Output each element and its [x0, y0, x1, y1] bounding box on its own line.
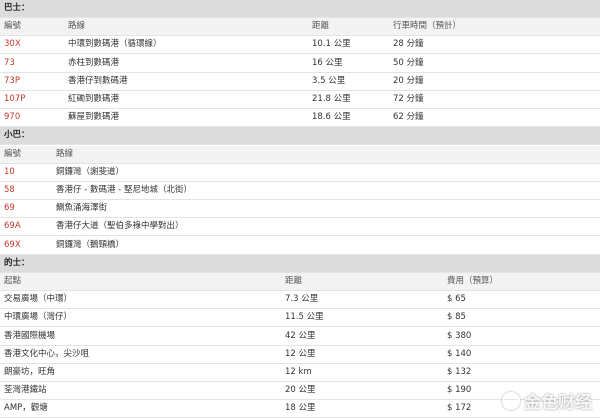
route-number: 69A	[4, 221, 21, 232]
table-row: 73P 香港仔到數碼港 3.5 公里 20 分鐘	[0, 73, 600, 91]
table-cell: 紅磡到數碼港	[68, 94, 120, 104]
table-row: 10 銅鑼灣（謝斐道）	[0, 164, 600, 182]
table-cell: 銅鑼灣（謝斐道）	[56, 166, 125, 177]
table-cell: 香港仔大道（聖伯多祿中學對出）	[56, 221, 184, 232]
table-cell: 21.8 公里	[312, 94, 351, 104]
table-row: 58 香港仔 - 數碼港 - 堅尼地城（北街）	[0, 182, 600, 200]
table-cell: 荃灣港鐵站	[4, 385, 47, 396]
table-cell: 12 公里	[285, 348, 316, 359]
column-header-row: 編號 路線 距離 行車時間（預計）	[0, 18, 600, 37]
table-cell: $ 172	[447, 403, 472, 414]
section-title: 的士：	[4, 257, 30, 268]
column-header: 起點	[4, 276, 22, 286]
table-cell: 3.5 公里	[312, 75, 346, 86]
section-title: 巴士：	[4, 3, 30, 13]
table-cell: 赤柱到數碼港	[68, 57, 120, 68]
table-cell: 交易廣場（中環）	[4, 294, 73, 305]
section-header: 小巴：	[0, 127, 600, 146]
route-number: 69X	[4, 239, 21, 250]
column-header: 路線	[68, 21, 86, 32]
table-row: 中環廣場（灣仔） 11.5 公里 $ 85	[0, 309, 600, 328]
route-number: 30X	[4, 39, 21, 50]
column-header: 費用（預算）	[447, 276, 499, 286]
section-title: 小巴：	[4, 130, 30, 141]
table-cell: $ 65	[447, 294, 466, 305]
table-row: 30X 中環到數碼港（循環線） 10.1 公里 28 分鐘	[0, 36, 600, 55]
section-header: 的士：	[0, 254, 600, 273]
table-cell: 20 分鐘	[393, 75, 424, 86]
column-header: 距離	[312, 21, 330, 32]
table-row: 69 鰂魚涌海澤街	[0, 200, 600, 219]
table-row: 69X 銅鑼灣（鵝頸橋）	[0, 237, 600, 255]
table-row: 107P 紅磡到數碼港 21.8 公里 72 分鐘	[0, 91, 600, 109]
table-cell: 28 分鐘	[393, 39, 424, 50]
table-cell: 香港仔 - 數碼港 - 堅尼地城（北街）	[56, 185, 192, 195]
table-row: 73 赤柱到數碼港 16 公里 50 分鐘	[0, 55, 600, 73]
column-header: 路線	[56, 148, 74, 159]
table-cell: 10.1 公里	[312, 39, 351, 50]
table-row: 朗豪坊，旺角 12 km $ 132	[0, 364, 600, 382]
table-cell: 7.3 公里	[285, 294, 319, 305]
section-header: 巴士：	[0, 0, 600, 18]
table-cell: 11.5 公里	[285, 312, 324, 323]
watermark: 金色财经	[502, 388, 592, 413]
route-number: 58	[4, 185, 15, 195]
route-number: 73P	[4, 75, 20, 86]
table-cell: 中環到數碼港（循環線）	[68, 39, 162, 50]
table-cell: 香港國際機場	[4, 330, 56, 341]
column-header-row: 編號 路線	[0, 145, 600, 164]
table-cell: $ 190	[447, 385, 472, 396]
route-number: 10	[4, 166, 15, 177]
table-cell: 鰂魚涌海澤街	[56, 203, 108, 214]
table-cell: 18.6 公里	[312, 112, 351, 123]
column-header: 編號	[4, 21, 22, 32]
table-cell: $ 380	[447, 330, 472, 341]
table-cell: 42 公里	[285, 330, 316, 341]
table-row: 香港國際機場 42 公里 $ 380	[0, 328, 600, 346]
route-number: 970	[4, 112, 21, 123]
table-row: 香港文化中心，尖沙咀 12 公里 $ 140	[0, 346, 600, 364]
column-header: 距離	[285, 276, 303, 286]
table-cell: $ 140	[447, 348, 472, 359]
table-cell: 62 分鐘	[393, 112, 424, 123]
table-cell: 50 分鐘	[393, 57, 424, 68]
table-cell: $ 85	[447, 312, 466, 323]
table-cell: 朗豪坊，旺角	[4, 367, 56, 377]
watermark-logo	[502, 391, 520, 410]
route-number: 73	[4, 57, 15, 68]
table-row: 970 蘇屋到數碼港 18.6 公里 62 分鐘	[0, 109, 600, 128]
column-header: 編號	[4, 148, 22, 159]
watermark-text: 金色财经	[524, 393, 592, 413]
table-cell: 72 分鐘	[393, 94, 424, 104]
table-cell: 中環廣場（灣仔）	[4, 312, 73, 323]
table-cell: 銅鑼灣（鵝頸橋）	[56, 239, 125, 250]
table-cell: 香港仔到數碼港	[68, 75, 128, 86]
route-number: 107P	[4, 94, 26, 104]
table-cell: 20 公里	[285, 385, 316, 396]
table-row: 69A 香港仔大道（聖伯多祿中學對出）	[0, 218, 600, 237]
route-number: 69	[4, 203, 15, 214]
table-cell: 12 km	[285, 367, 312, 377]
column-header: 行車時間（預計）	[393, 21, 462, 32]
table-row: 交易廣場（中環） 7.3 公里 $ 65	[0, 291, 600, 310]
table-cell: AMP，觀塘	[4, 403, 48, 414]
table-cell: $ 132	[447, 367, 472, 377]
table-row: 荃灣港鐵站 20 公里 $ 190	[0, 382, 600, 401]
table-cell: 16 公里	[312, 57, 343, 68]
table-cell: 18 公里	[285, 403, 316, 414]
column-header-row: 起點 距離 費用（預算）	[0, 273, 600, 291]
table-cell: 香港文化中心，尖沙咀	[4, 348, 90, 359]
table-cell: 蘇屋到數碼港	[68, 112, 120, 123]
